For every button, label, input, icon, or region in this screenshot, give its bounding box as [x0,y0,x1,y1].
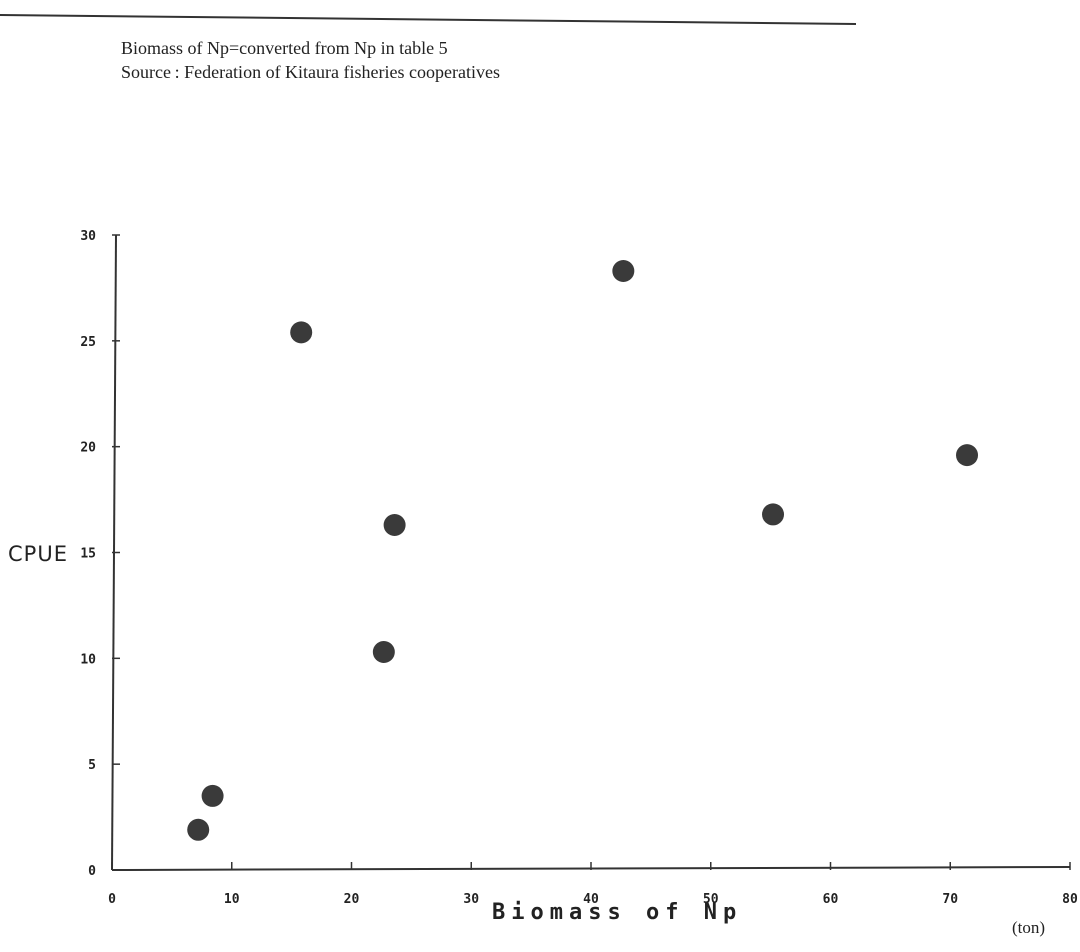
x-tick-label: 30 [463,892,479,907]
x-tick-label: 80 [1062,892,1078,907]
data-point [290,321,313,344]
x-tick-label: 20 [344,892,360,907]
data-points [187,259,979,841]
x-tick-label: 10 [224,892,240,907]
x-tick-label: 50 [703,892,719,907]
chart-note-source: Source : Federation of Kitaura fisheries… [121,62,500,82]
tick-labels: 0 10 20 30 40 50 60 70 80 0 5 10 15 20 25 30 [80,229,1078,907]
axes [111,234,1071,871]
x-axis-unit: (ton) [1012,918,1046,937]
data-point [383,513,406,536]
x-tick-label: 40 [583,892,599,907]
x-tick-label: 70 [942,892,958,907]
chart-note-biomass: Biomass of Np=converted from Np in table… [121,38,448,58]
y-tick-label: 5 [88,758,96,773]
data-point [187,818,210,841]
data-point [372,640,395,663]
data-point [762,503,785,526]
x-axis-label: Biomass of Np [492,900,743,925]
y-tick-label: 25 [80,335,96,350]
x-tick-label: 0 [108,892,116,907]
y-tick-label: 0 [88,864,96,879]
y-axis-label: CPUE [8,542,68,566]
y-tick-label: 30 [80,229,96,244]
y-tick-label: 10 [80,652,96,667]
top-rule [0,14,857,25]
data-point [612,259,635,282]
x-tick-label: 60 [823,892,839,907]
y-tick-label: 20 [80,441,96,456]
data-point [956,444,979,467]
y-tick-label: 15 [80,547,96,562]
data-point [201,784,224,807]
